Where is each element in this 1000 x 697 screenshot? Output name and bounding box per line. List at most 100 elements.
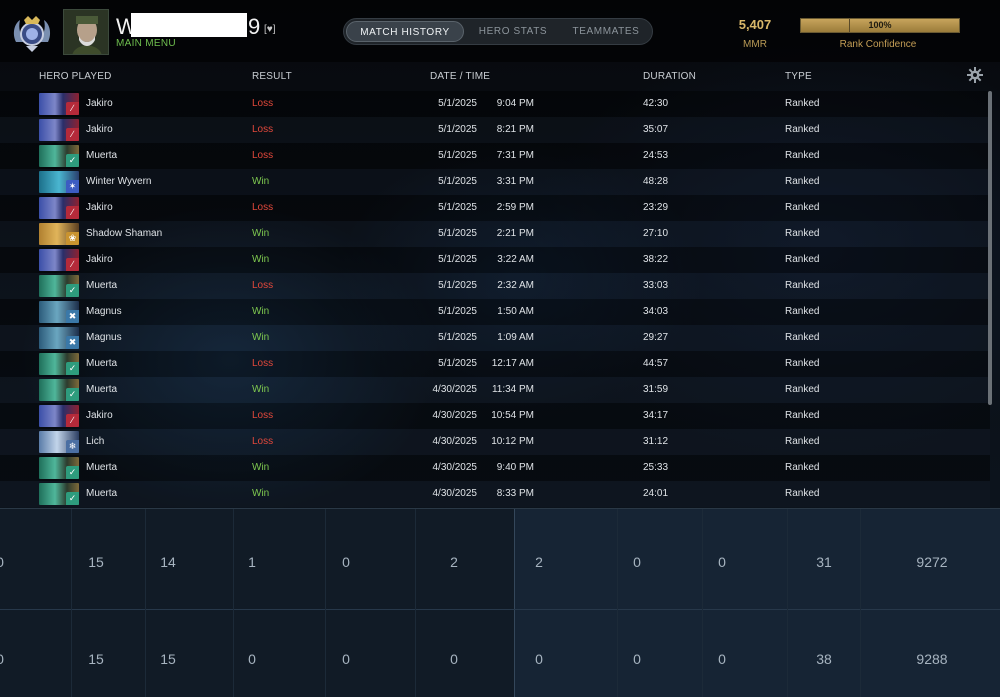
stat-value: 14	[160, 554, 176, 570]
match-duration: 44:57	[643, 358, 669, 369]
match-list-scrollbar[interactable]	[988, 91, 992, 405]
hero-portrait-icon: ❀	[39, 223, 79, 245]
match-time: 8:21 PM	[496, 124, 534, 135]
table-row[interactable]: ∕ Jakiro Win 5/1/2025 3:22 AM 38:22 Ranked	[0, 247, 990, 273]
stat-value: 0	[535, 651, 543, 667]
rank-confidence-percent: 100%	[868, 20, 892, 30]
table-row[interactable]: ✓ Muerta Win 4/30/2025 9:40 PM 25:33 Ranked	[0, 455, 990, 481]
hero-role-icon: ∕	[66, 414, 79, 427]
stat-value: 0	[450, 651, 458, 667]
table-row[interactable]: ✓ Muerta Win 4/30/2025 8:33 PM 24:01 Ranked	[0, 481, 990, 507]
stats-column-divider	[787, 509, 788, 697]
stat-value: 0	[0, 554, 30, 570]
table-row[interactable]: ✓ Muerta Loss 5/1/2025 2:32 AM 33:03 Ranked	[0, 273, 990, 299]
hero-name: Magnus	[86, 306, 122, 317]
match-duration: 24:53	[643, 150, 669, 161]
favorite-button[interactable]: [♥]	[264, 24, 276, 35]
match-date: 5/1/2025	[438, 202, 477, 213]
table-row[interactable]: ❄ Lich Loss 4/30/2025 10:12 PM 31:12 Ranked	[0, 429, 990, 455]
match-result: Win	[252, 462, 270, 473]
match-result: Win	[252, 228, 270, 239]
rank-confidence-fill	[801, 19, 959, 32]
match-date: 5/1/2025	[438, 332, 477, 343]
table-row[interactable]: ∕ Jakiro Loss 5/1/2025 2:59 PM 23:29 Ranked	[0, 195, 990, 221]
table-row[interactable]: ❀ Shadow Shaman Win 5/1/2025 2:21 PM 27:10 Ran…	[0, 221, 990, 247]
match-date: 5/1/2025	[438, 280, 477, 291]
stats-column-divider	[71, 509, 72, 697]
match-type: Ranked	[785, 202, 820, 213]
avatar-portrait-icon	[64, 10, 108, 54]
table-row[interactable]: ∕ Jakiro Loss 4/30/2025 10:54 PM 34:17 Ranked	[0, 403, 990, 429]
match-type: Ranked	[785, 306, 820, 317]
avatar[interactable]	[63, 9, 109, 55]
match-date: 4/30/2025	[432, 410, 478, 421]
table-row[interactable]: ✖ Magnus Win 5/1/2025 1:50 AM 34:03 Ranked	[0, 299, 990, 325]
stat-value: 0	[342, 554, 350, 570]
table-row[interactable]: ✶ Winter Wyvern Win 5/1/2025 3:31 PM 48:28 Ran…	[0, 169, 990, 195]
hero-portrait-icon: ✓	[39, 145, 79, 167]
match-type: Ranked	[785, 462, 820, 473]
column-date-time[interactable]: DATE / TIME	[430, 71, 491, 82]
stat-value: 0	[718, 554, 726, 570]
match-type: Ranked	[785, 254, 820, 265]
tab-teammates[interactable]: TEAMMATES	[572, 26, 640, 37]
match-type: Ranked	[785, 124, 820, 135]
column-type[interactable]: TYPE	[785, 71, 812, 82]
match-duration: 42:30	[643, 98, 669, 109]
match-time: 3:22 AM	[497, 254, 534, 265]
match-duration: 29:27	[643, 332, 669, 343]
stat-value: 15	[88, 554, 104, 570]
hero-name: Muerta	[86, 488, 118, 499]
stat-value: 0	[718, 651, 726, 667]
column-hero-played[interactable]: HERO PLAYED	[39, 71, 112, 82]
tab-match-history[interactable]: MATCH HISTORY	[346, 21, 464, 42]
match-result: Loss	[252, 280, 274, 291]
hero-role-icon: ✓	[66, 154, 79, 167]
column-duration[interactable]: DURATION	[643, 71, 697, 82]
match-result: Loss	[252, 358, 274, 369]
gear-icon[interactable]	[967, 67, 983, 83]
main-menu-link[interactable]: MAIN MENU	[116, 38, 176, 49]
table-row[interactable]: ✓ Muerta Win 4/30/2025 11:34 PM 31:59 Ranked	[0, 377, 990, 403]
tab-hero-stats[interactable]: HERO STATS	[478, 26, 548, 37]
match-result: Loss	[252, 436, 274, 447]
match-time: 7:31 PM	[496, 150, 534, 161]
match-duration: 23:29	[643, 202, 669, 213]
hero-portrait-icon: ∕	[39, 93, 79, 115]
mmr-label: MMR	[743, 39, 767, 50]
match-result: Loss	[252, 98, 274, 109]
table-row[interactable]: ✓ Muerta Loss 5/1/2025 12:17 AM 44:57 Ranked	[0, 351, 990, 377]
stat-value: 9288	[916, 651, 948, 667]
match-time: 8:33 PM	[496, 488, 534, 499]
table-row[interactable]: ∕ Jakiro Loss 5/1/2025 9:04 PM 42:30 Ranked	[0, 91, 990, 117]
match-type: Ranked	[785, 488, 820, 499]
match-list: ∕ Jakiro Loss 5/1/2025 9:04 PM 42:30 Ranked ∕ Ja…	[0, 91, 990, 507]
hero-role-icon: ✓	[66, 492, 79, 505]
table-row[interactable]: ✖ Magnus Win 5/1/2025 1:09 AM 29:27 Ranked	[0, 325, 990, 351]
match-result: Win	[252, 488, 270, 499]
hero-portrait-icon: ✓	[39, 275, 79, 297]
match-date: 5/1/2025	[438, 176, 477, 187]
match-date: 5/1/2025	[438, 150, 477, 161]
stats-column-divider	[617, 509, 618, 697]
hero-name: Shadow Shaman	[86, 228, 163, 239]
match-time: 12:17 AM	[491, 358, 534, 369]
match-time: 3:31 PM	[496, 176, 534, 187]
match-time: 1:09 AM	[497, 332, 534, 343]
hero-name: Jakiro	[86, 254, 113, 265]
match-type: Ranked	[785, 358, 820, 369]
match-date: 5/1/2025	[438, 358, 477, 369]
match-type: Ranked	[785, 410, 820, 421]
table-row[interactable]: ∕ Jakiro Loss 5/1/2025 8:21 PM 35:07 Ranked	[0, 117, 990, 143]
match-time: 9:40 PM	[496, 462, 534, 473]
column-result[interactable]: RESULT	[252, 71, 292, 82]
hero-portrait-icon: ✖	[39, 327, 79, 349]
hero-name: Jakiro	[86, 98, 113, 109]
match-type: Ranked	[785, 280, 820, 291]
match-duration: 34:17	[643, 410, 669, 421]
hero-role-icon: ✖	[66, 336, 79, 349]
hero-name: Muerta	[86, 358, 118, 369]
hero-role-icon: ∕	[66, 258, 79, 271]
hero-portrait-icon: ✓	[39, 483, 79, 505]
table-row[interactable]: ✓ Muerta Loss 5/1/2025 7:31 PM 24:53 Ranked	[0, 143, 990, 169]
